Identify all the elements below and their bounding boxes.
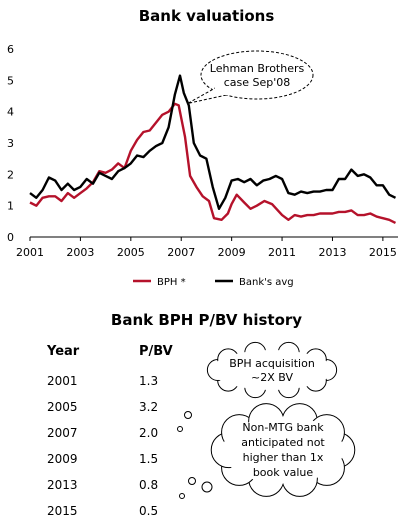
y-tick-label: 2: [7, 168, 14, 181]
row-pbv: 1.3: [139, 374, 159, 388]
annotation-text: Lehman Brothers: [210, 62, 305, 75]
row-pbv: 3.2: [139, 400, 159, 414]
chart-title: Bank valuations: [138, 7, 275, 25]
cloud-lobe: [281, 460, 318, 497]
x-tick-label: 2009: [218, 246, 246, 259]
series-line-banks-avg: [29, 74, 397, 210]
row-year: 2005: [47, 400, 78, 414]
table-row: 2015 0.5: [47, 504, 267, 524]
cloud-lobe: [315, 359, 338, 381]
row-pbv: 2.0: [139, 426, 159, 440]
row-year: 2001: [47, 374, 78, 388]
table-row: 2001 1.3: [47, 374, 267, 394]
table-header-row: Year P/BV: [47, 344, 267, 364]
x-tick-label: 2011: [268, 246, 296, 259]
cloud-lobe: [277, 341, 300, 364]
row-year: 2007: [47, 426, 78, 440]
cloud-lobe: [308, 414, 345, 451]
row-year: 2015: [47, 504, 78, 518]
row-pbv: 0.8: [139, 478, 159, 492]
table-row: 2013 0.8: [47, 478, 267, 498]
table-title: Bank BPH P/BV history: [110, 311, 303, 329]
x-tick-label: 2007: [167, 246, 195, 259]
row-pbv: 1.5: [139, 452, 159, 466]
cloud-lobe: [277, 376, 300, 399]
chart-legend: BPH * Bank's avg: [133, 277, 294, 288]
x-tick-label: 2001: [16, 246, 44, 259]
header-pbv: P/BV: [139, 344, 173, 359]
table-row: 2005 3.2: [47, 400, 267, 420]
x-tick-label: 2005: [117, 246, 145, 259]
y-tick-label: 0: [7, 231, 14, 244]
cloud-lobe: [304, 348, 327, 371]
cloud-lobe: [304, 369, 327, 392]
header-year: Year: [47, 344, 80, 359]
row-pbv: 0.5: [139, 504, 159, 518]
pbv-table: Year P/BV 2001 1.3 2005 3.2 2007 2.0 2009 1.5 20…: [47, 344, 267, 524]
annotation-text: case Sep'08: [224, 76, 291, 89]
cloud-lobe: [281, 403, 318, 440]
y-tick-label: 3: [7, 137, 14, 150]
x-tick-label: 2013: [318, 246, 346, 259]
series-line-bph: [29, 102, 397, 224]
cloud-lobe: [318, 431, 356, 469]
row-year: 2013: [47, 478, 78, 492]
table-row: 2009 1.5: [47, 452, 267, 472]
y-tick-label: 5: [7, 74, 14, 87]
chart-series: [29, 74, 397, 224]
y-tick-label: 4: [7, 106, 14, 119]
chart-axes: 0 1 2 3 4 5 6 2001 2003 2005 2007 2009 2011 2013 2015: [7, 43, 398, 259]
y-tick-label: 6: [7, 43, 14, 56]
legend-label: Bank's avg: [239, 277, 294, 288]
row-year: 2009: [47, 452, 78, 466]
table-row: 2007 2.0: [47, 426, 267, 446]
cloud-lobe: [308, 449, 345, 486]
x-tick-label: 2003: [66, 246, 94, 259]
y-tick-label: 1: [7, 200, 14, 213]
pointer-mask: [215, 83, 235, 95]
legend-label: BPH *: [157, 277, 186, 288]
x-tick-label: 2015: [369, 246, 397, 259]
